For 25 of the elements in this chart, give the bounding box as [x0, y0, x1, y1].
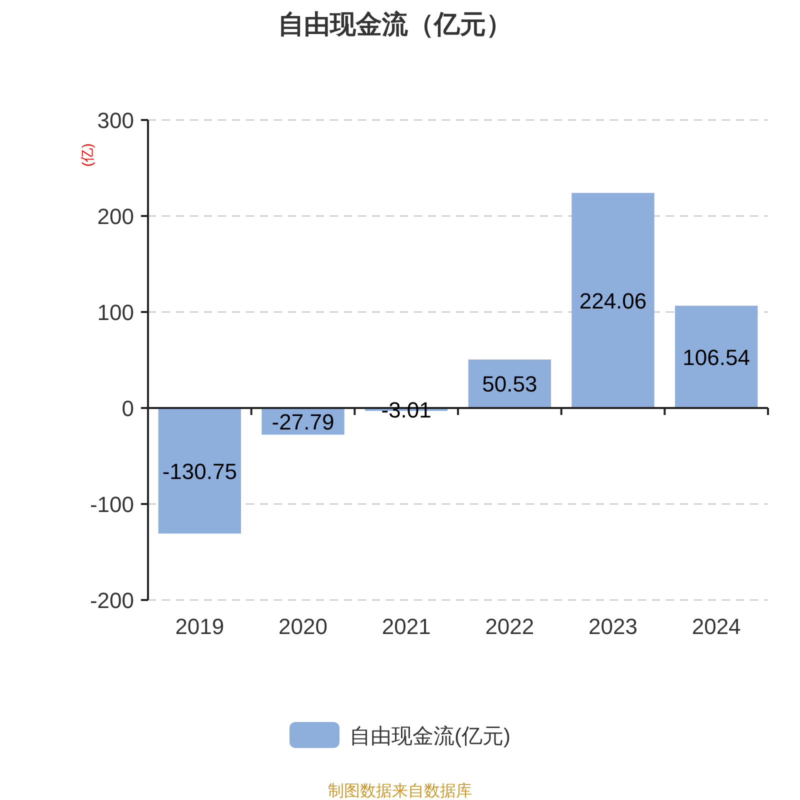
legend: 自由现金流(亿元) [290, 722, 510, 748]
y-tick-label: -100 [90, 492, 134, 517]
x-tick-label: 2020 [278, 614, 328, 639]
bar [158, 408, 241, 534]
data-label: -27.79 [272, 409, 334, 434]
bar [675, 306, 758, 408]
y-axis-title: (亿) [79, 143, 95, 167]
data-label: -130.75 [162, 458, 237, 484]
x-tick-label: 2021 [382, 614, 431, 639]
x-tick-label: 2019 [175, 614, 224, 639]
text: 制图数据来自数据库 [328, 782, 472, 800]
y-tick-label: 300 [97, 108, 134, 133]
y-tick-label: 100 [97, 300, 134, 325]
x-tick-label: 2022 [485, 614, 534, 639]
y-tick-label: 0 [122, 396, 134, 421]
data-label: 106.54 [682, 344, 750, 370]
chart-title: 自由现金流（亿元） [278, 9, 512, 39]
bar [572, 192, 654, 408]
data-label: 224.06 [579, 288, 647, 314]
data-label: 50.53 [482, 372, 538, 397]
x-tick-label: 2024 [692, 614, 741, 639]
y-tick-label: -200 [90, 588, 134, 613]
x-tick-label: 2023 [588, 614, 638, 639]
legend-label: 自由现金流(亿元) [350, 725, 510, 748]
y-tick-label: 200 [97, 204, 134, 229]
